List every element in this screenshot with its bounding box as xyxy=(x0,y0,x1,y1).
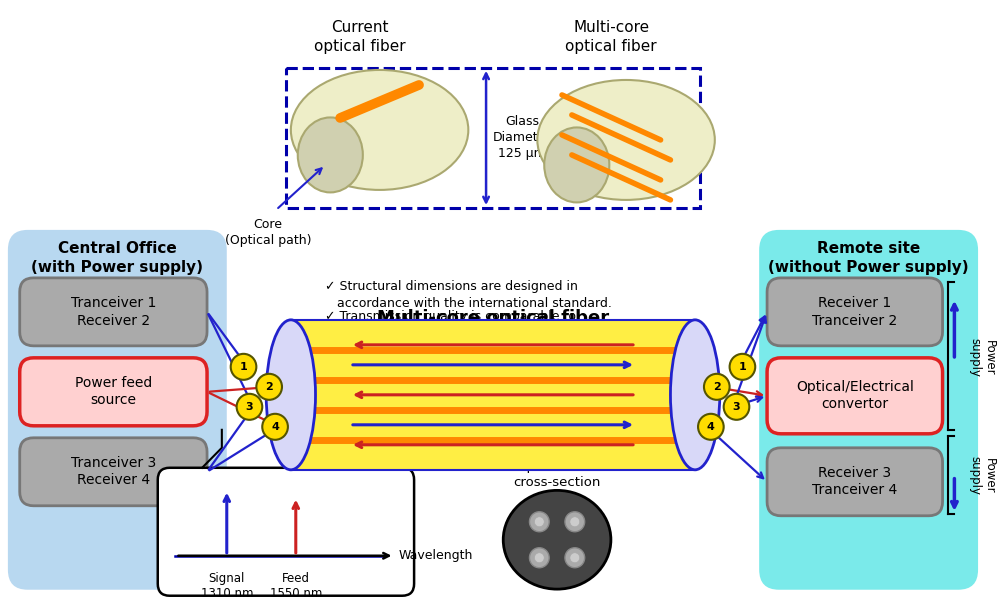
Text: Signal
1310 nm: Signal 1310 nm xyxy=(201,572,253,599)
Text: 3: 3 xyxy=(733,402,740,412)
Text: 2: 2 xyxy=(713,382,721,392)
Text: 1: 1 xyxy=(739,362,746,372)
Text: Central Office
(with Power supply): Central Office (with Power supply) xyxy=(31,241,203,275)
Text: Optical fiber
cross-section: Optical fiber cross-section xyxy=(513,460,601,489)
Text: 1: 1 xyxy=(240,362,247,372)
Text: 4: 4 xyxy=(271,422,279,432)
Text: Feed
1550 nm: Feed 1550 nm xyxy=(270,572,322,599)
Ellipse shape xyxy=(534,553,544,563)
FancyBboxPatch shape xyxy=(158,468,414,596)
Text: Optical/Electrical
convertor: Optical/Electrical convertor xyxy=(796,380,914,412)
Text: Power feed
source: Power feed source xyxy=(75,376,152,407)
Ellipse shape xyxy=(266,320,316,470)
Text: Remote site
(without Power supply): Remote site (without Power supply) xyxy=(768,241,969,275)
FancyBboxPatch shape xyxy=(20,358,207,426)
Text: 2: 2 xyxy=(265,382,273,392)
Circle shape xyxy=(704,374,730,400)
FancyBboxPatch shape xyxy=(767,278,943,346)
Ellipse shape xyxy=(570,517,580,527)
Text: Receiver 1
Tranceiver 2: Receiver 1 Tranceiver 2 xyxy=(812,296,897,328)
FancyBboxPatch shape xyxy=(767,448,943,516)
Text: Wavelength: Wavelength xyxy=(398,549,473,562)
Text: Multi-core
optical fiber: Multi-core optical fiber xyxy=(565,20,657,54)
Ellipse shape xyxy=(570,553,580,563)
Ellipse shape xyxy=(565,512,585,532)
Ellipse shape xyxy=(670,320,720,470)
Text: Receiver 3
Tranceiver 4: Receiver 3 Tranceiver 4 xyxy=(812,466,897,497)
Circle shape xyxy=(730,354,755,380)
Bar xyxy=(291,320,695,470)
Text: Tranceiver 3
Receiver 4: Tranceiver 3 Receiver 4 xyxy=(71,456,156,488)
Circle shape xyxy=(698,414,724,440)
Text: 4: 4 xyxy=(707,422,715,432)
Text: Current
optical fiber: Current optical fiber xyxy=(314,20,406,54)
Text: Power
supply: Power supply xyxy=(968,338,996,378)
Text: Tranceiver 1
Receiver 2: Tranceiver 1 Receiver 2 xyxy=(71,296,156,328)
Text: Multi-core optical fiber: Multi-core optical fiber xyxy=(377,309,609,327)
Text: Glass
Diameter
125 μm: Glass Diameter 125 μm xyxy=(493,116,551,161)
FancyBboxPatch shape xyxy=(20,278,207,346)
Circle shape xyxy=(724,394,749,420)
Ellipse shape xyxy=(291,70,468,190)
Text: Power
supply: Power supply xyxy=(968,456,996,496)
Ellipse shape xyxy=(529,548,549,568)
Ellipse shape xyxy=(298,117,363,192)
Text: Core
(Optical path): Core (Optical path) xyxy=(225,218,311,247)
Ellipse shape xyxy=(529,512,549,532)
Circle shape xyxy=(237,394,262,420)
Circle shape xyxy=(262,414,288,440)
Ellipse shape xyxy=(534,517,544,527)
FancyBboxPatch shape xyxy=(759,230,978,590)
Ellipse shape xyxy=(503,491,611,589)
FancyBboxPatch shape xyxy=(767,358,943,434)
Text: ✓ Transmission quality is comparable to
   current optical fiber.: ✓ Transmission quality is comparable to … xyxy=(325,310,576,340)
Text: 3: 3 xyxy=(246,402,253,412)
Ellipse shape xyxy=(537,80,715,200)
Ellipse shape xyxy=(565,548,585,568)
Circle shape xyxy=(256,374,282,400)
Text: ✓ Structural dimensions are designed in
   accordance with the international sta: ✓ Structural dimensions are designed in … xyxy=(325,280,612,310)
FancyBboxPatch shape xyxy=(8,230,227,590)
Ellipse shape xyxy=(544,128,609,202)
FancyBboxPatch shape xyxy=(20,438,207,506)
Circle shape xyxy=(231,354,256,380)
